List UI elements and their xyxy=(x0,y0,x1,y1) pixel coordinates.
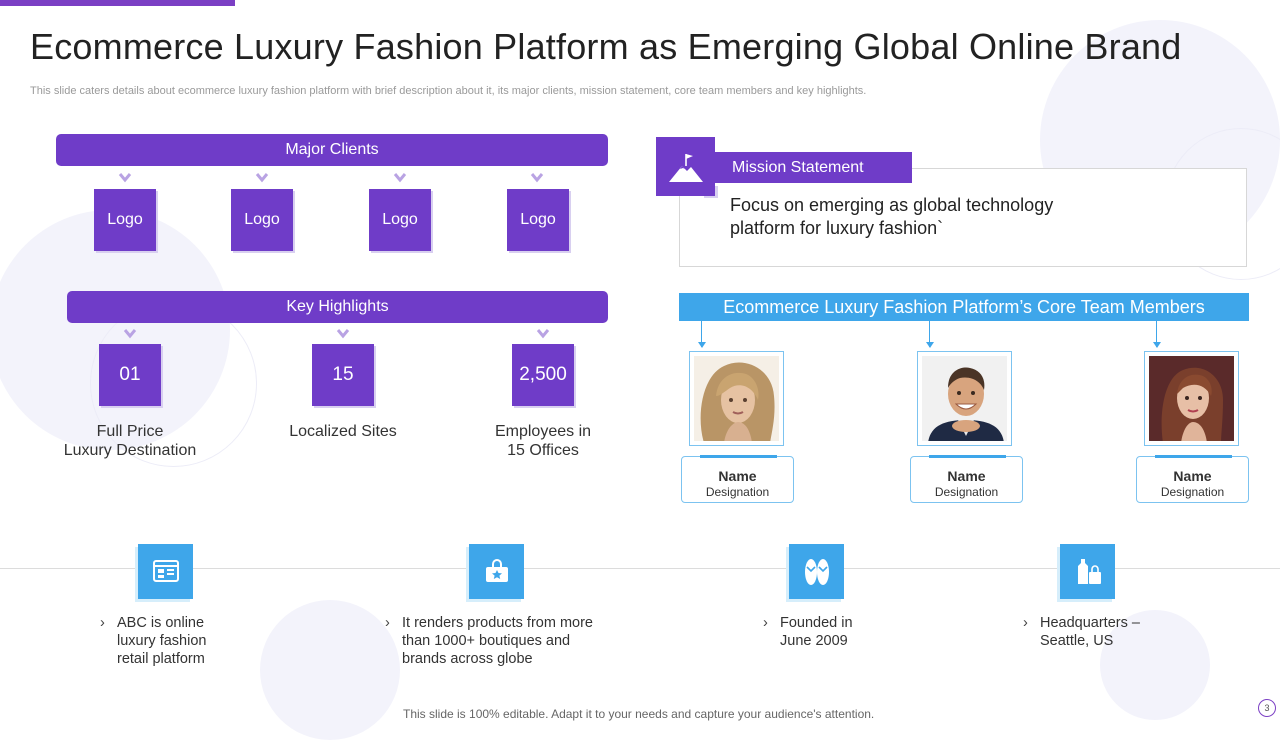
team-member-photo xyxy=(1144,351,1239,446)
bullet-arrow: › xyxy=(1023,615,1028,631)
feature-text: › It renders products from more than 100… xyxy=(385,615,593,667)
team-member-photo xyxy=(689,351,784,446)
divider-line xyxy=(0,568,1280,569)
highlight-label: Localized Sites xyxy=(289,423,397,440)
mission-card xyxy=(679,168,1247,267)
key-highlights-header: Key Highlights xyxy=(67,291,608,323)
team-member-card: Name Designation xyxy=(910,455,1023,503)
sandals-icon xyxy=(789,544,844,599)
bullet-arrow: › xyxy=(100,615,105,631)
highlight-value: 2,500 xyxy=(512,344,574,406)
team-member-designation: Designation xyxy=(705,485,770,499)
feature-text: › ABC is online luxury fashion retail pl… xyxy=(100,615,207,667)
bullet-arrow: › xyxy=(385,615,390,631)
team-member-name: Name xyxy=(718,468,757,484)
mission-text: Focus on emerging as global technology p… xyxy=(730,195,1054,238)
highlight-label: Full Price Luxury Destination xyxy=(63,423,197,459)
background-circle xyxy=(260,600,400,740)
shopping-bag-icon xyxy=(469,544,524,599)
connector-line xyxy=(929,321,930,347)
connector-line xyxy=(1156,321,1157,347)
highlight-value: 01 xyxy=(99,344,161,406)
team-member-card: Name Designation xyxy=(1136,455,1249,503)
mountain-flag-icon xyxy=(656,137,715,196)
bullet-arrow: › xyxy=(763,615,768,631)
team-member-name: Name xyxy=(1173,468,1212,484)
feature-text: › Founded in June 2009 xyxy=(763,615,853,649)
major-clients-header: Major Clients xyxy=(56,134,608,166)
mission-statement-label: Mission Statement xyxy=(715,152,912,183)
page-number: 3 xyxy=(1258,699,1276,717)
connector-line xyxy=(701,321,702,347)
feature-text: › Headquarters – Seattle, US xyxy=(1023,615,1140,649)
footer-note: This slide is 100% editable. Adapt it to… xyxy=(403,707,875,721)
highlight-value: 15 xyxy=(312,344,374,406)
client-logo: Logo xyxy=(369,189,431,251)
client-logo: Logo xyxy=(231,189,293,251)
online-shop-icon xyxy=(138,544,193,599)
client-logo: Logo xyxy=(507,189,569,251)
team-member-card: Name Designation xyxy=(681,455,794,503)
team-member-photo xyxy=(917,351,1012,446)
page-subtitle: This slide caters details about ecommerc… xyxy=(30,85,867,97)
highlight-label: Employees in 15 Offices xyxy=(494,423,592,459)
dress-bag-icon xyxy=(1060,544,1115,599)
team-member-name: Name xyxy=(947,468,986,484)
top-accent-bar xyxy=(0,0,235,6)
core-team-header: Ecommerce Luxury Fashion Platform’s Core… xyxy=(679,293,1249,321)
client-logo: Logo xyxy=(94,189,156,251)
team-member-designation: Designation xyxy=(934,485,999,499)
team-member-designation: Designation xyxy=(1160,485,1225,499)
page-title: Ecommerce Luxury Fashion Platform as Eme… xyxy=(30,26,1182,67)
background-circle xyxy=(1100,610,1210,720)
